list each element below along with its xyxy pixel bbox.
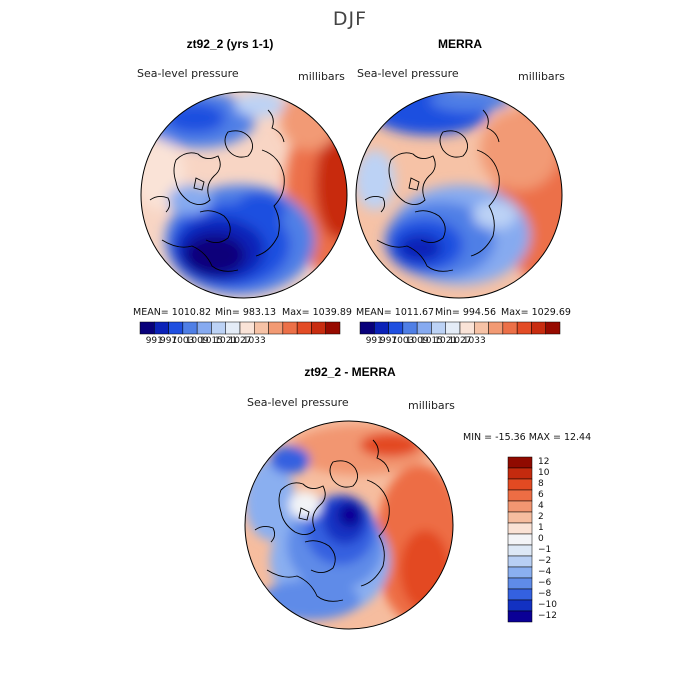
- colorbar-tick-label: −1: [538, 544, 552, 555]
- diff-units-label: millibars: [408, 399, 455, 412]
- colorbar-swatch: [507, 467, 533, 480]
- colorbar-tick-label: −2: [538, 555, 552, 566]
- model-min-stat: Min= 983.13: [215, 307, 277, 318]
- colorbar-tick-label: 991: [365, 336, 383, 346]
- obs-units-label: millibars: [518, 70, 565, 83]
- colorbar-tick-label: 1009: [185, 336, 209, 346]
- colorbar-tick-label: 1021: [214, 336, 238, 346]
- colorbar-swatch: [507, 577, 533, 590]
- colorbar-swatch: [507, 456, 533, 469]
- diff-colorbar-ticks: 12 10 8 6 4 2 1 0 −1 −2 −4 −6 −8 −10 −12: [538, 457, 578, 622]
- colorbar-tick-label: 1033: [242, 336, 266, 346]
- colorbar-swatch: [507, 533, 533, 546]
- obs-variable-label: Sea-level pressure: [357, 67, 459, 80]
- colorbar-tick-label: 997: [159, 336, 178, 346]
- colorbar-swatch: [507, 588, 533, 601]
- colorbar-swatch: [507, 500, 533, 513]
- model-units-label: millibars: [298, 70, 345, 83]
- colorbar-tick-label: 1015: [199, 336, 223, 346]
- colorbar-swatch: [507, 555, 533, 568]
- colorbar-tick-label: −6: [538, 577, 552, 588]
- colorbar-tick-label: 1003: [171, 336, 195, 346]
- model-mean-stat: MEAN= 1010.82: [133, 307, 212, 318]
- colorbar-tick-label: 1021: [434, 336, 458, 346]
- obs-max-stat: Max= 1029.69: [501, 307, 571, 318]
- colorbar-tick-label: 1027: [228, 336, 252, 346]
- colorbar-tick-label: 1027: [448, 336, 472, 346]
- diff-variable-label: Sea-level pressure: [247, 396, 349, 409]
- model-panel-title: zt92_2 (yrs 1-1): [186, 37, 274, 51]
- colorbar-swatch: [507, 489, 533, 502]
- colorbar-tick-label: −4: [538, 566, 552, 577]
- colorbar-swatch: [507, 566, 533, 579]
- season-title: DJF: [332, 8, 368, 30]
- diff-panel-title: zt92_2 - MERRA: [304, 365, 396, 379]
- model-colorbar: [139, 321, 341, 335]
- colorbar-swatch: [325, 321, 341, 335]
- colorbar-tick-label: 4: [538, 500, 544, 511]
- obs-colorbar-ticks: 991 997 1003 1009 1015 1021 1027 1033: [360, 336, 560, 348]
- colorbar-tick-label: 2: [538, 511, 544, 522]
- colorbar-swatch: [507, 511, 533, 524]
- obs-min-stat: Min= 994.56: [435, 307, 497, 318]
- colorbar-swatch: [507, 610, 533, 623]
- model-max-stat: Max= 1039.89: [282, 307, 352, 318]
- colorbar-tick-label: 12: [538, 456, 550, 467]
- colorbar-tick-label: 0: [538, 533, 544, 544]
- model-variable-label: Sea-level pressure: [137, 67, 239, 80]
- obs-mean-stat: MEAN= 1011.67: [356, 307, 435, 318]
- colorbar-tick-label: 1003: [391, 336, 415, 346]
- colorbar-swatch: [545, 321, 561, 335]
- colorbar-swatch: [507, 522, 533, 535]
- diff-colorbar: [507, 456, 533, 623]
- model-colorbar-ticks: 991 997 1003 1009 1015 1021 1027 1033: [140, 336, 340, 348]
- colorbar-tick-label: −8: [538, 588, 552, 599]
- colorbar-tick-label: 997: [379, 336, 398, 346]
- obs-colorbar: [359, 321, 561, 335]
- colorbar-tick-label: 991: [145, 336, 163, 346]
- obs-panel-title: MERRA: [438, 37, 482, 51]
- colorbar-tick-label: 10: [538, 467, 550, 478]
- colorbar-tick-label: 1009: [405, 336, 429, 346]
- colorbar-tick-label: 1033: [462, 336, 486, 346]
- diff-minmax-stat: MIN = -15.36 MAX = 12.44: [463, 432, 592, 443]
- colorbar-swatch: [507, 544, 533, 557]
- colorbar-tick-label: −10: [538, 599, 557, 610]
- colorbar-swatch: [507, 478, 533, 491]
- colorbar-tick-label: −12: [538, 610, 557, 621]
- colorbar-tick-label: 6: [538, 489, 544, 500]
- colorbar-tick-label: 1015: [419, 336, 443, 346]
- colorbar-tick-label: 1: [538, 522, 544, 533]
- colorbar-tick-label: 8: [538, 478, 544, 489]
- colorbar-swatch: [507, 599, 533, 612]
